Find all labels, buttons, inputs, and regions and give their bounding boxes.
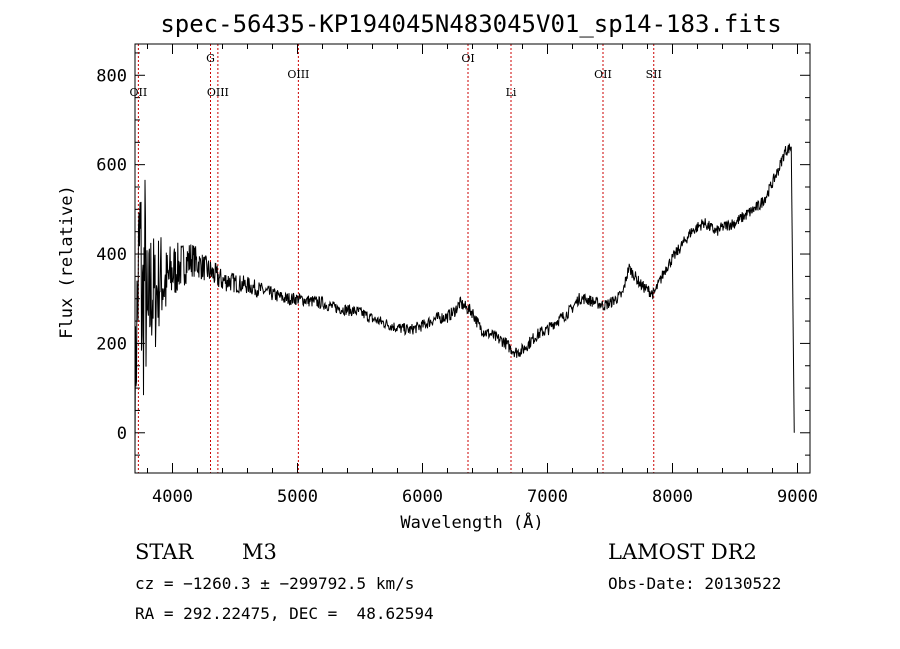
- x-tick-label: 6000: [402, 487, 443, 507]
- x-tick-label: 4000: [152, 487, 193, 507]
- spectral-line-label: OII: [130, 86, 148, 99]
- y-tick-label: 600: [96, 156, 127, 176]
- coordinates-text: RA = 292.22475, DEC = 48.62594: [135, 604, 434, 623]
- observation-date: Obs-Date: 20130522: [608, 574, 782, 593]
- redshift-text: cz = −1260.3 ± −299792.5 km/s: [135, 574, 415, 593]
- object-subclass: M3: [242, 540, 277, 564]
- x-tick-label: 7000: [527, 487, 568, 507]
- spectral-line-markers: OII G OIII OIII OI Li OII SII: [130, 44, 662, 473]
- object-class: STAR: [135, 540, 194, 564]
- spectral-line-label: G: [206, 52, 215, 65]
- spectrum-line: [135, 143, 792, 451]
- y-tick-label: 0: [117, 424, 127, 444]
- plot-frame: [134, 43, 811, 474]
- spectral-line-label: OIII: [287, 68, 309, 81]
- survey-name: LAMOST DR2: [608, 540, 757, 564]
- axis-ticks: 4000 5000 6000 7000 8000 9000 0 200 400 600 800: [96, 44, 818, 507]
- spectral-line-label: OIII: [207, 86, 229, 99]
- spectrum-edge-spike: [790, 146, 795, 433]
- spectrum-series: [135, 143, 795, 451]
- x-tick-label: 9000: [777, 487, 818, 507]
- x-tick-label: 5000: [277, 487, 318, 507]
- y-tick-label: 200: [96, 334, 127, 354]
- y-tick-label: 800: [96, 66, 127, 86]
- spectral-line-label: OII: [594, 68, 612, 81]
- x-axis-label: Wavelength (Å): [400, 511, 543, 533]
- y-tick-label: 400: [96, 245, 127, 265]
- spectral-line-label: SII: [646, 68, 662, 81]
- y-axis-label: Flux (relative): [57, 185, 77, 339]
- chart-title: spec-56435-KP194045N483045V01_sp14-183.f…: [160, 10, 781, 38]
- x-tick-label: 8000: [652, 487, 693, 507]
- spectral-line-label: Li: [506, 86, 517, 99]
- spectral-line-label: OI: [461, 52, 474, 65]
